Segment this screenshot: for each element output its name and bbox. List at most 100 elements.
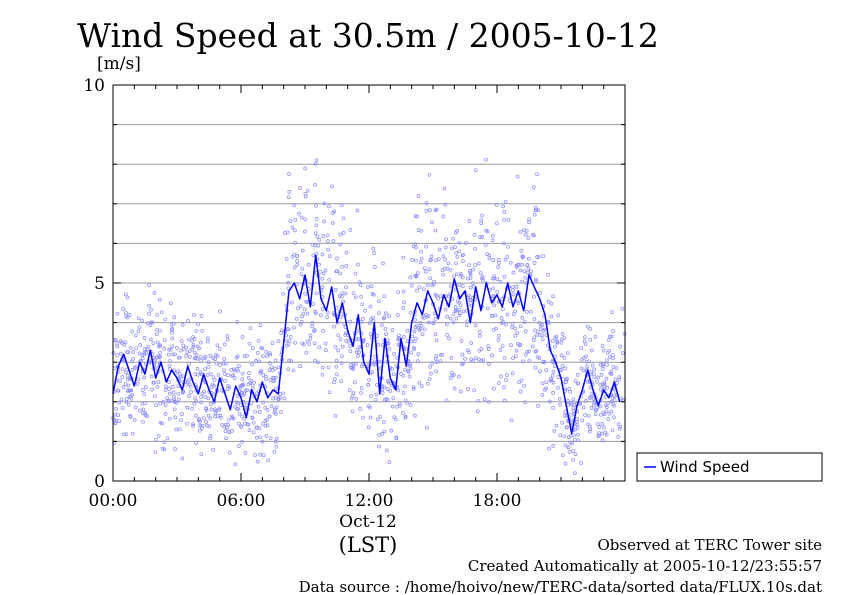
sample-point	[535, 355, 540, 359]
sample-point	[142, 336, 147, 340]
sample-point	[490, 238, 495, 243]
sample-point	[405, 401, 410, 405]
wind-speed-line	[112, 254, 621, 435]
sample-point	[203, 395, 208, 399]
sample-point	[240, 371, 245, 376]
sample-point	[556, 313, 561, 318]
sample-point	[433, 332, 438, 337]
sample-point	[491, 293, 495, 298]
sample-point	[403, 414, 408, 419]
sample-point	[290, 300, 294, 305]
sample-point	[276, 397, 281, 402]
sample-point	[247, 341, 252, 346]
sample-point	[453, 245, 458, 249]
sample-point	[617, 426, 622, 431]
sample-point	[496, 265, 500, 269]
sample-point	[317, 345, 322, 350]
sample-point	[121, 385, 126, 389]
sample-point	[575, 373, 580, 377]
sample-point	[477, 357, 481, 362]
sample-point	[472, 388, 476, 393]
sample-point	[378, 414, 383, 419]
sample-point	[434, 369, 438, 374]
sample-point	[416, 228, 421, 232]
sample-point	[250, 346, 255, 350]
sample-point	[263, 405, 268, 410]
sample-point	[172, 394, 176, 399]
sample-point	[446, 261, 451, 266]
sample-point	[117, 419, 122, 423]
sample-point	[302, 307, 307, 312]
sample-point	[158, 343, 162, 348]
sample-point	[134, 364, 138, 369]
sample-point	[243, 388, 248, 393]
sample-point	[305, 311, 310, 316]
y-tick-label: 5	[94, 274, 105, 294]
sample-point	[293, 217, 298, 222]
sample-point	[177, 427, 182, 432]
sample-point	[536, 404, 540, 408]
sample-point	[321, 234, 326, 238]
sample-point	[290, 254, 295, 259]
sample-point	[255, 351, 260, 355]
sample-point	[325, 233, 330, 238]
sample-point	[163, 403, 168, 408]
sample-point	[548, 399, 552, 404]
sample-point	[198, 428, 202, 433]
sample-point	[473, 168, 478, 173]
sample-point	[337, 294, 342, 298]
sample-point	[192, 402, 196, 406]
sample-point	[600, 344, 605, 348]
sample-point	[566, 399, 570, 403]
sample-point	[295, 259, 299, 263]
sample-point	[134, 333, 138, 338]
sample-point	[451, 312, 456, 317]
sample-point	[409, 283, 414, 288]
sample-point	[441, 272, 445, 277]
sample-point	[550, 360, 555, 364]
sample-point	[501, 204, 505, 209]
sample-point	[609, 372, 614, 376]
sample-point	[371, 292, 376, 297]
sample-point	[416, 194, 421, 198]
sample-point	[589, 370, 593, 374]
sample-point	[392, 352, 396, 356]
sample-point	[260, 439, 265, 444]
sample-point	[599, 373, 604, 377]
sample-point	[513, 354, 518, 359]
sample-point	[187, 362, 191, 367]
sample-point	[125, 374, 130, 378]
sample-point	[160, 421, 164, 426]
sample-point	[292, 265, 297, 270]
y-tick-label: 10	[83, 76, 105, 96]
sample-point	[142, 350, 147, 355]
sample-point	[503, 257, 508, 262]
sample-point	[471, 267, 475, 272]
sample-point	[264, 374, 268, 379]
sample-point	[126, 388, 130, 393]
sample-point	[286, 274, 291, 278]
sample-point	[586, 413, 591, 418]
sample-point	[279, 409, 283, 414]
sample-point	[155, 340, 160, 345]
sample-point	[383, 327, 388, 331]
sample-point	[234, 400, 239, 405]
sample-point	[320, 307, 325, 311]
sample-point	[191, 422, 195, 426]
sample-point	[197, 418, 201, 423]
sample-point	[576, 432, 580, 437]
sample-point	[200, 423, 205, 428]
sample-point	[536, 255, 541, 259]
sample-point	[465, 348, 470, 353]
sample-point	[395, 355, 399, 360]
sample-point	[339, 379, 344, 384]
sample-point	[602, 425, 606, 430]
sample-point	[223, 429, 228, 434]
sample-point	[193, 396, 197, 401]
sample-point	[375, 417, 380, 422]
sample-point	[211, 356, 216, 360]
sample-point	[273, 358, 278, 363]
sample-point	[322, 201, 327, 206]
sample-point	[149, 307, 153, 312]
sample-point	[209, 407, 214, 412]
